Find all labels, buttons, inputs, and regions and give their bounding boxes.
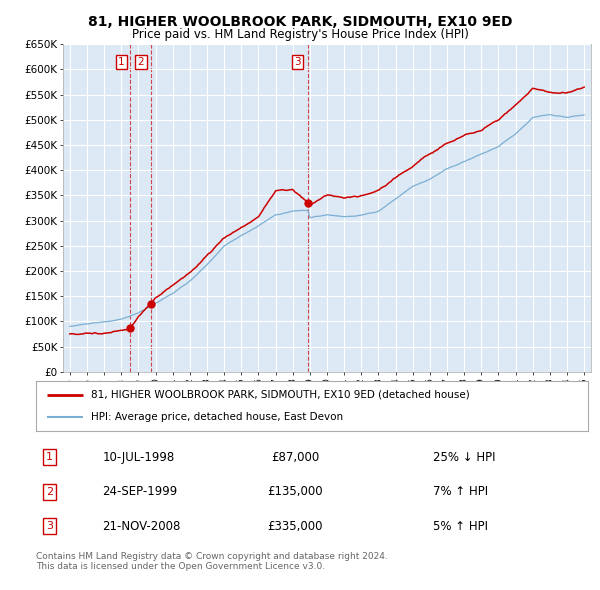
Text: 3: 3 xyxy=(46,522,53,532)
Text: 1: 1 xyxy=(118,57,125,67)
Text: 25% ↓ HPI: 25% ↓ HPI xyxy=(433,451,496,464)
Text: 7% ↑ HPI: 7% ↑ HPI xyxy=(433,485,488,499)
Text: Price paid vs. HM Land Registry's House Price Index (HPI): Price paid vs. HM Land Registry's House … xyxy=(131,28,469,41)
Text: £135,000: £135,000 xyxy=(268,485,323,499)
Text: 2: 2 xyxy=(137,57,145,67)
Text: 1: 1 xyxy=(46,452,53,462)
Text: HPI: Average price, detached house, East Devon: HPI: Average price, detached house, East… xyxy=(91,412,343,422)
Text: 5% ↑ HPI: 5% ↑ HPI xyxy=(433,520,488,533)
Text: 81, HIGHER WOOLBROOK PARK, SIDMOUTH, EX10 9ED (detached house): 81, HIGHER WOOLBROOK PARK, SIDMOUTH, EX1… xyxy=(91,389,470,399)
Text: 81, HIGHER WOOLBROOK PARK, SIDMOUTH, EX10 9ED: 81, HIGHER WOOLBROOK PARK, SIDMOUTH, EX1… xyxy=(88,15,512,29)
Text: £335,000: £335,000 xyxy=(268,520,323,533)
Text: 10-JUL-1998: 10-JUL-1998 xyxy=(102,451,175,464)
Text: Contains HM Land Registry data © Crown copyright and database right 2024.
This d: Contains HM Land Registry data © Crown c… xyxy=(36,552,388,571)
Text: 24-SEP-1999: 24-SEP-1999 xyxy=(102,485,178,499)
Text: 21-NOV-2008: 21-NOV-2008 xyxy=(102,520,181,533)
Text: 2: 2 xyxy=(46,487,53,497)
Text: £87,000: £87,000 xyxy=(271,451,320,464)
Text: 3: 3 xyxy=(295,57,301,67)
